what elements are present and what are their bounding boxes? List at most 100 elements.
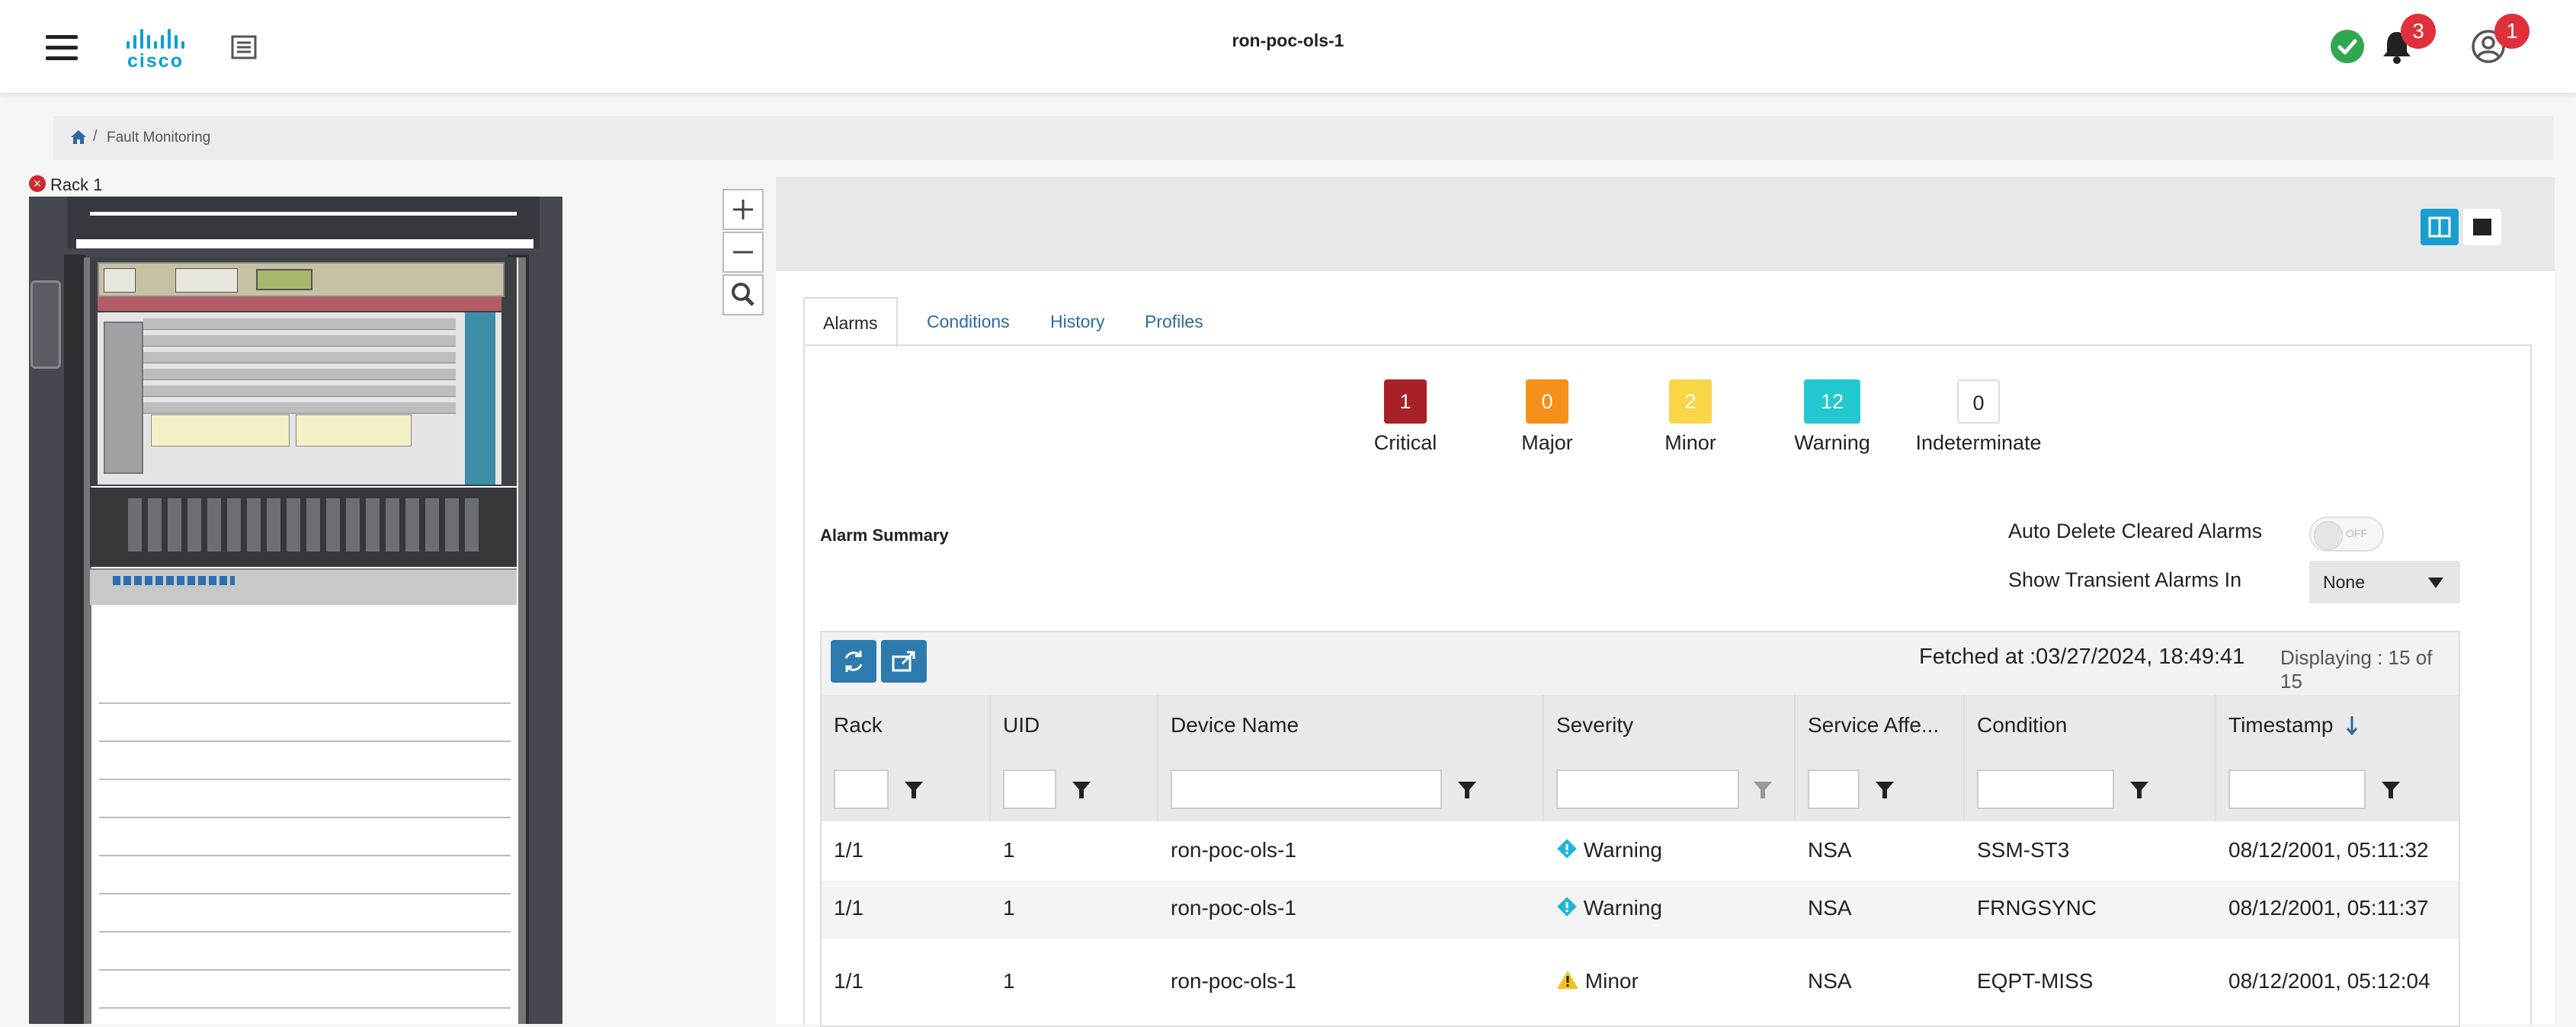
rack-rail-left [64,254,85,1024]
filter-cell-device-name [1158,756,1544,821]
filter-input-condition[interactable] [1977,769,2114,809]
filter-icon[interactable] [2120,769,2158,809]
filter-input-severity[interactable] [1556,769,1739,809]
app-title: ron-poc-ols-1 [1232,30,1344,50]
transient-alarms-label: Show Transient Alarms In [2008,568,2242,591]
filter-icon[interactable] [895,769,933,809]
filter-input-rack[interactable] [834,769,889,809]
cell-uid: 1 [1003,896,1015,920]
cell-service-affecting: NSA [1808,896,1852,920]
patch-panel-device[interactable] [90,488,517,567]
table-row[interactable]: 1/1 1 ron-poc-ols-1 Minor NSA EQPT-MISS … [822,939,2459,1025]
export-button[interactable] [881,640,927,683]
auto-delete-toggle[interactable]: OFF [2309,517,2384,552]
minor-triangle-icon [1557,971,1578,989]
transient-select-value: None [2323,572,2365,592]
cisco-logo-text: cisco [127,50,184,72]
column-header-timestamp[interactable]: Timestamp [2228,713,2334,737]
cell-device-name: ron-poc-ols-1 [1171,838,1296,862]
home-icon[interactable] [70,130,87,145]
filter-icon[interactable] [1866,769,1904,809]
shelf-device[interactable] [90,568,517,605]
tab-conditions[interactable]: Conditions [927,312,1010,331]
tab-history[interactable]: History [1050,312,1105,331]
cell-rack: 1/1 [834,896,863,920]
sort-descending-icon[interactable] [2344,710,2360,741]
list-view-icon[interactable] [231,35,257,59]
severity-minor[interactable]: 2 Minor [1622,379,1759,455]
toggle-state: OFF [2346,527,2367,539]
filter-icon[interactable] [1448,769,1486,809]
indeterminate-label: Indeterminate [1915,431,2042,454]
minor-label: Minor [1664,431,1716,454]
breadcrumb: / Fault Monitoring [53,116,2553,160]
refresh-button[interactable] [831,640,876,683]
cell-rack: 1/1 [834,838,863,862]
cell-service-affecting: NSA [1808,838,1852,862]
split-view-icon[interactable] [2421,209,2459,245]
severity-critical[interactable]: 1 Critical [1337,379,1474,455]
hamburger-menu-icon[interactable] [46,35,78,61]
cell-device-name: ron-poc-ols-1 [1171,896,1296,920]
rack-name: Rack 1 [50,175,103,194]
alarms-panel: Alarms Conditions History Profiles 1 Cri… [776,177,2555,1027]
filter-cell-uid [991,756,1158,821]
rack-view[interactable] [29,197,562,1024]
column-header-device-name[interactable]: Device Name [1158,695,1544,756]
warning-label: Warning [1794,431,1870,454]
cell-uid: 1 [1003,969,1015,993]
fetched-at-text: Fetched at :03/27/2024, 18:49:41 [1919,645,2245,669]
cell-timestamp: 08/12/2001, 05:11:32 [2228,838,2429,862]
cell-uid: 1 [1003,838,1015,862]
zoom-reset-icon[interactable] [722,274,764,315]
filter-input-device-name[interactable] [1171,769,1442,809]
grid-header-row: Rack UID Device Name Severity Service Af… [822,695,2459,757]
rack-handle [30,280,61,369]
chevron-down-icon [2428,577,2443,588]
tab-alarms[interactable]: Alarms [803,297,898,347]
filter-input-service-affecting[interactable] [1808,769,1860,809]
transient-alarms-select[interactable]: None [2309,561,2460,603]
severity-warning[interactable]: 12 Warning [1764,379,1901,455]
critical-count: 1 [1384,379,1427,424]
warning-diamond-icon [1557,839,1577,859]
cisco-logo[interactable]: cisco [120,29,191,72]
alarms-tab-content: 1 Critical 0 Major 2 Minor 12 Warning 0 … [803,344,2532,1025]
cell-rack: 1/1 [834,969,863,993]
rack-label[interactable]: × Rack 1 [29,175,102,195]
filter-cell-timestamp [2216,756,2459,821]
filter-icon[interactable] [1062,769,1101,809]
column-header-condition[interactable]: Condition [1965,695,2216,756]
grid-filter-row [822,756,2459,823]
zoom-out-icon[interactable] [722,232,764,273]
filter-icon[interactable] [1744,769,1782,809]
cell-severity: Warning [1544,896,1662,920]
user-count-badge: 1 [2494,14,2530,49]
filter-input-uid[interactable] [1003,769,1056,809]
column-header-severity[interactable]: Severity [1544,695,1796,756]
rack-top-cap [67,197,540,248]
displaying-count-text: Displaying : 15 of 15 [2280,646,2433,693]
filter-input-timestamp[interactable] [2228,769,2366,809]
cell-severity: Warning [1544,838,1662,862]
cell-service-affecting: NSA [1808,969,1852,993]
table-row[interactable]: 1/1 1 ron-poc-ols-1 Warning NSA SSM-ST3 … [822,821,2459,881]
status-ok-icon[interactable] [2331,30,2364,63]
column-header-service-affecting[interactable]: Service Affe... [1796,695,1965,756]
zoom-controls [722,189,765,317]
alarms-grid: Fetched at :03/27/2024, 18:49:41 Display… [820,631,2460,1027]
critical-label: Critical [1373,431,1437,454]
zoom-in-icon[interactable] [722,189,764,230]
severity-indeterminate[interactable]: 0 Indeterminate [1895,379,2062,455]
column-header-uid[interactable]: UID [991,695,1158,756]
severity-major[interactable]: 0 Major [1479,379,1616,455]
filter-cell-severity [1544,756,1796,821]
severity-text: Minor [1584,969,1639,993]
cell-condition: EQPT-MISS [1977,969,2094,993]
chassis-device[interactable] [90,258,517,486]
single-view-icon[interactable] [2463,209,2501,245]
filter-icon[interactable] [2372,769,2410,809]
column-header-rack[interactable]: Rack [822,695,991,756]
tab-profiles[interactable]: Profiles [1145,312,1203,331]
table-row[interactable]: 1/1 1 ron-poc-ols-1 Warning NSA FRNGSYNC… [822,881,2459,939]
